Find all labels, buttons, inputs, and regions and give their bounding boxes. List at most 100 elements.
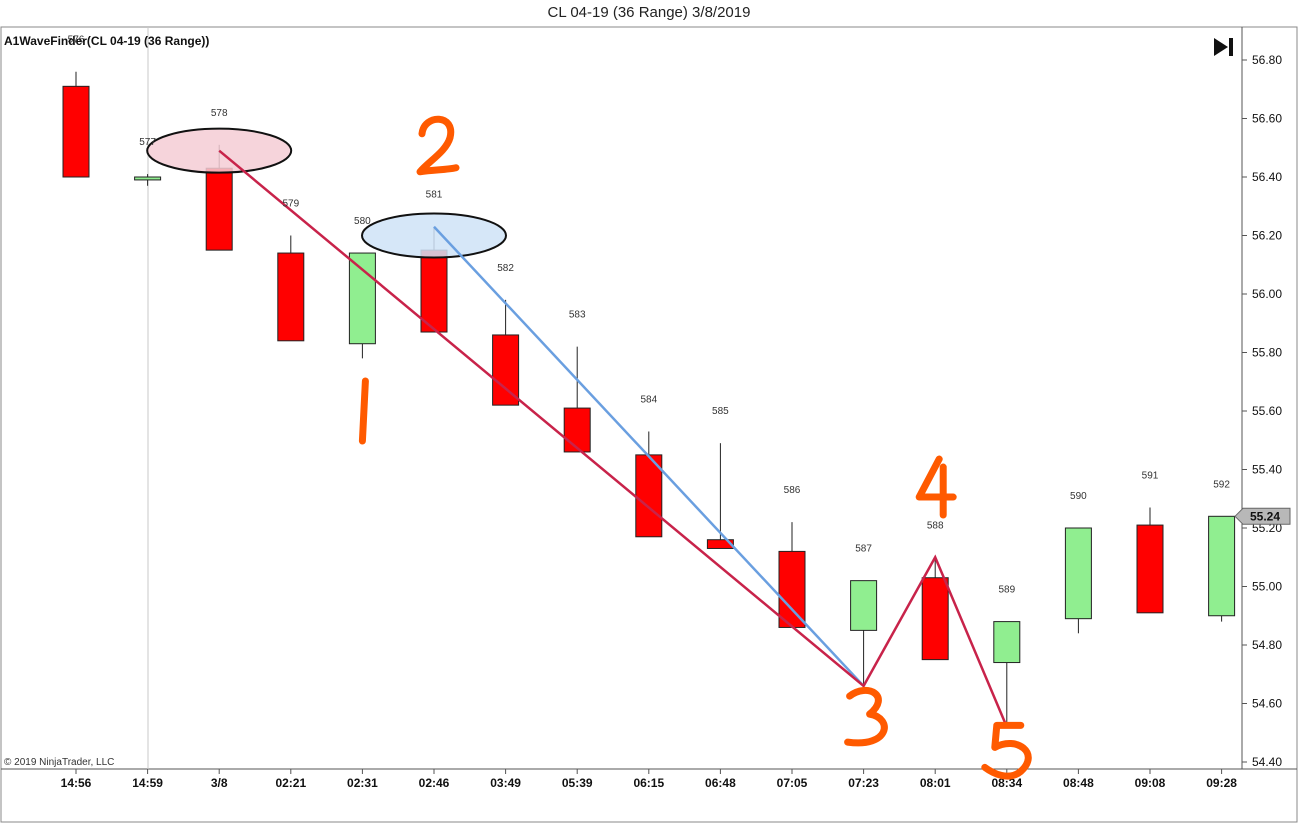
bar-number-label: 589 xyxy=(998,585,1015,596)
price-tick-label: 54.40 xyxy=(1252,755,1282,769)
candle-body xyxy=(1064,527,1092,620)
price-tick-label: 55.00 xyxy=(1252,580,1282,594)
price-axis[interactable]: 56.80 56.60 56.40 56.20 56.00 55.80 55.60 55.40… xyxy=(1242,53,1282,769)
wave-number-5 xyxy=(981,721,1032,780)
wave-number-3 xyxy=(844,687,888,747)
time-axis[interactable]: 14:56 14:59 3/8 02:21 02:31 02:46 03:49 05:39 06… xyxy=(61,769,1238,790)
price-tick-label: 56.00 xyxy=(1252,287,1282,301)
bar-number-label: 577 xyxy=(139,137,156,148)
time-tick-label: 02:46 xyxy=(419,776,450,790)
candle-body xyxy=(993,621,1021,664)
bar-number-label: 587 xyxy=(855,544,872,555)
candle-body xyxy=(1208,515,1236,617)
candle xyxy=(205,144,233,251)
indicator-label: A1WaveFinder(CL 04-19 (36 Range)) xyxy=(4,34,209,48)
candle-body xyxy=(563,407,591,453)
time-tick-label: 14:56 xyxy=(61,776,92,790)
bar-number-label: 590 xyxy=(1070,491,1087,502)
price-tick-label: 56.20 xyxy=(1252,229,1282,243)
bar-number-label: 580 xyxy=(354,216,371,227)
candle-body xyxy=(850,580,878,631)
candle xyxy=(277,235,305,342)
price-tick-label: 55.40 xyxy=(1252,463,1282,477)
candle-body xyxy=(1136,524,1164,614)
bar-number-label: 591 xyxy=(1142,471,1159,482)
time-tick-label: 08:34 xyxy=(991,776,1022,790)
candle-body xyxy=(492,334,520,406)
bar-number-label: 585 xyxy=(712,406,729,417)
bar-number-label: 592 xyxy=(1213,479,1230,490)
price-tick-label: 54.80 xyxy=(1252,638,1282,652)
candle-body xyxy=(62,85,90,178)
candles xyxy=(62,71,1236,727)
candle-body xyxy=(277,252,305,342)
bar-number-label: 588 xyxy=(927,520,944,531)
candle-body xyxy=(635,454,663,538)
time-tick-label: 14:59 xyxy=(132,776,163,790)
candle xyxy=(921,557,949,661)
time-tick-label: 02:21 xyxy=(275,776,306,790)
time-tick-label: 09:08 xyxy=(1135,776,1166,790)
time-tick-label: 07:23 xyxy=(848,776,879,790)
candle xyxy=(62,71,90,178)
candle-body xyxy=(778,550,806,628)
highlight-ellipse xyxy=(361,212,507,259)
time-tick-label: 3/8 xyxy=(211,776,228,790)
wave-line-blue xyxy=(433,225,865,687)
wave-number-2 xyxy=(416,115,460,176)
candle-body xyxy=(205,167,233,251)
candle xyxy=(563,346,591,453)
price-tick-label: 55.60 xyxy=(1252,404,1282,418)
time-tick-label: 03:49 xyxy=(490,776,521,790)
candle-body xyxy=(134,176,162,181)
time-tick-label: 08:01 xyxy=(920,776,951,790)
price-tick-label: 55.80 xyxy=(1252,346,1282,360)
current-price-marker: 55.24 xyxy=(1234,507,1291,525)
wave-number-annotations xyxy=(358,115,1032,780)
time-tick-label: 07:05 xyxy=(777,776,808,790)
price-tick-label: 54.60 xyxy=(1252,697,1282,711)
wave-line-red xyxy=(218,149,1008,728)
candle xyxy=(1064,527,1092,634)
time-tick-label: 09:28 xyxy=(1206,776,1237,790)
bar-number-label: 586 xyxy=(784,485,801,496)
time-tick-label: 05:39 xyxy=(562,776,593,790)
bar-number-label: 583 xyxy=(569,310,586,321)
wave-lines xyxy=(146,127,1008,728)
bar-number-labels: 576 577 578 579 580 581 582 583 584 585 586 587 588 5… xyxy=(68,35,1231,596)
wave-number-4 xyxy=(915,455,957,519)
candle-body xyxy=(706,539,734,549)
bar-number-label: 576 xyxy=(68,35,85,46)
current-price-label: 55.24 xyxy=(1250,509,1280,523)
candle xyxy=(1208,515,1236,622)
time-tick-label: 06:15 xyxy=(633,776,664,790)
candle-body xyxy=(348,252,376,345)
candle-body xyxy=(420,249,448,333)
candle-body xyxy=(921,577,949,661)
candle xyxy=(1136,507,1164,614)
time-tick-label: 08:48 xyxy=(1063,776,1094,790)
price-tick-label: 56.80 xyxy=(1252,53,1282,67)
candle xyxy=(492,299,520,406)
candle xyxy=(635,431,663,538)
copyright-text: © 2019 NinjaTrader, LLC xyxy=(4,757,114,768)
wave-number-1 xyxy=(358,377,369,445)
candle xyxy=(778,522,806,628)
chart-frame xyxy=(0,26,1298,823)
candle xyxy=(134,174,162,186)
time-tick-label: 02:31 xyxy=(347,776,378,790)
time-tick-label: 06:48 xyxy=(705,776,736,790)
bar-number-label: 578 xyxy=(211,108,228,119)
bar-number-label: 584 xyxy=(640,394,657,405)
price-tick-label: 56.40 xyxy=(1252,170,1282,184)
bar-number-label: 581 xyxy=(426,190,443,201)
price-tick-label: 56.60 xyxy=(1252,112,1282,126)
bar-number-label: 579 xyxy=(282,199,299,210)
bar-number-label: 582 xyxy=(497,263,514,274)
candle xyxy=(850,580,878,686)
candle xyxy=(993,621,1021,727)
candle xyxy=(706,443,734,549)
window-title: CL 04-19 (36 Range) 3/8/2019 xyxy=(547,4,751,21)
skip-to-end-icon[interactable] xyxy=(1214,38,1233,56)
